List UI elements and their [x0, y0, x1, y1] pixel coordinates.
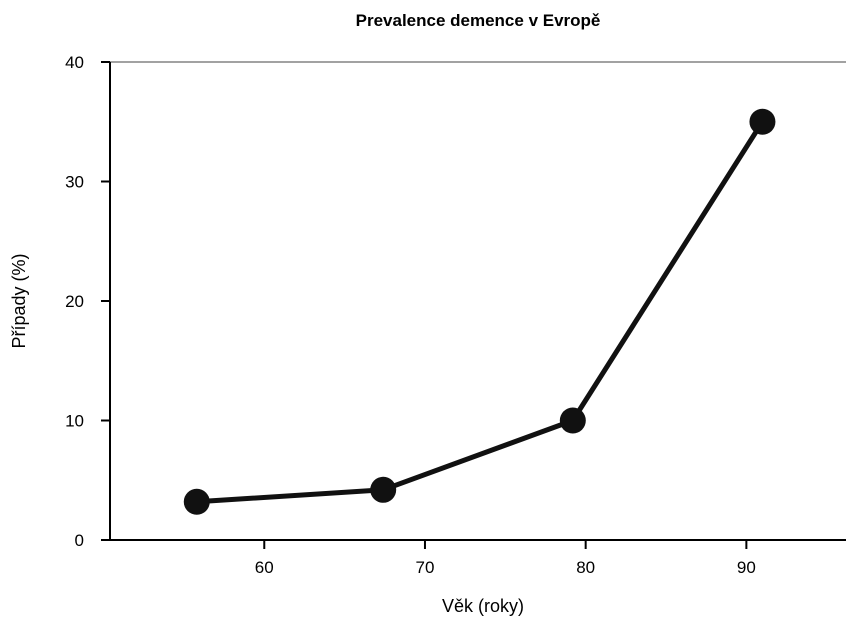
y-axis-label: Případy (%): [9, 253, 29, 348]
y-tick-label: 40: [65, 53, 84, 72]
y-tick-label: 0: [75, 531, 84, 550]
series-layer: [183, 108, 776, 515]
x-tick-label: 60: [255, 558, 274, 577]
data-point: [370, 476, 397, 503]
x-axis-label: Věk (roky): [442, 596, 524, 616]
data-point: [183, 488, 210, 515]
y-tick-label: 20: [65, 292, 84, 311]
x-tick-label: 90: [737, 558, 756, 577]
series-line: [196, 120, 765, 505]
data-point: [559, 407, 586, 434]
x-ticks: 60 70 80 90: [255, 540, 756, 577]
chart-title: Prevalence demence v Evropě: [356, 11, 601, 30]
y-tick-label: 10: [65, 412, 84, 431]
y-tick-label: 30: [65, 173, 84, 192]
data-point: [749, 108, 776, 135]
y-ticks: 0 10 20 30 40: [65, 53, 110, 550]
x-tick-label: 80: [576, 558, 595, 577]
x-tick-label: 70: [416, 558, 435, 577]
